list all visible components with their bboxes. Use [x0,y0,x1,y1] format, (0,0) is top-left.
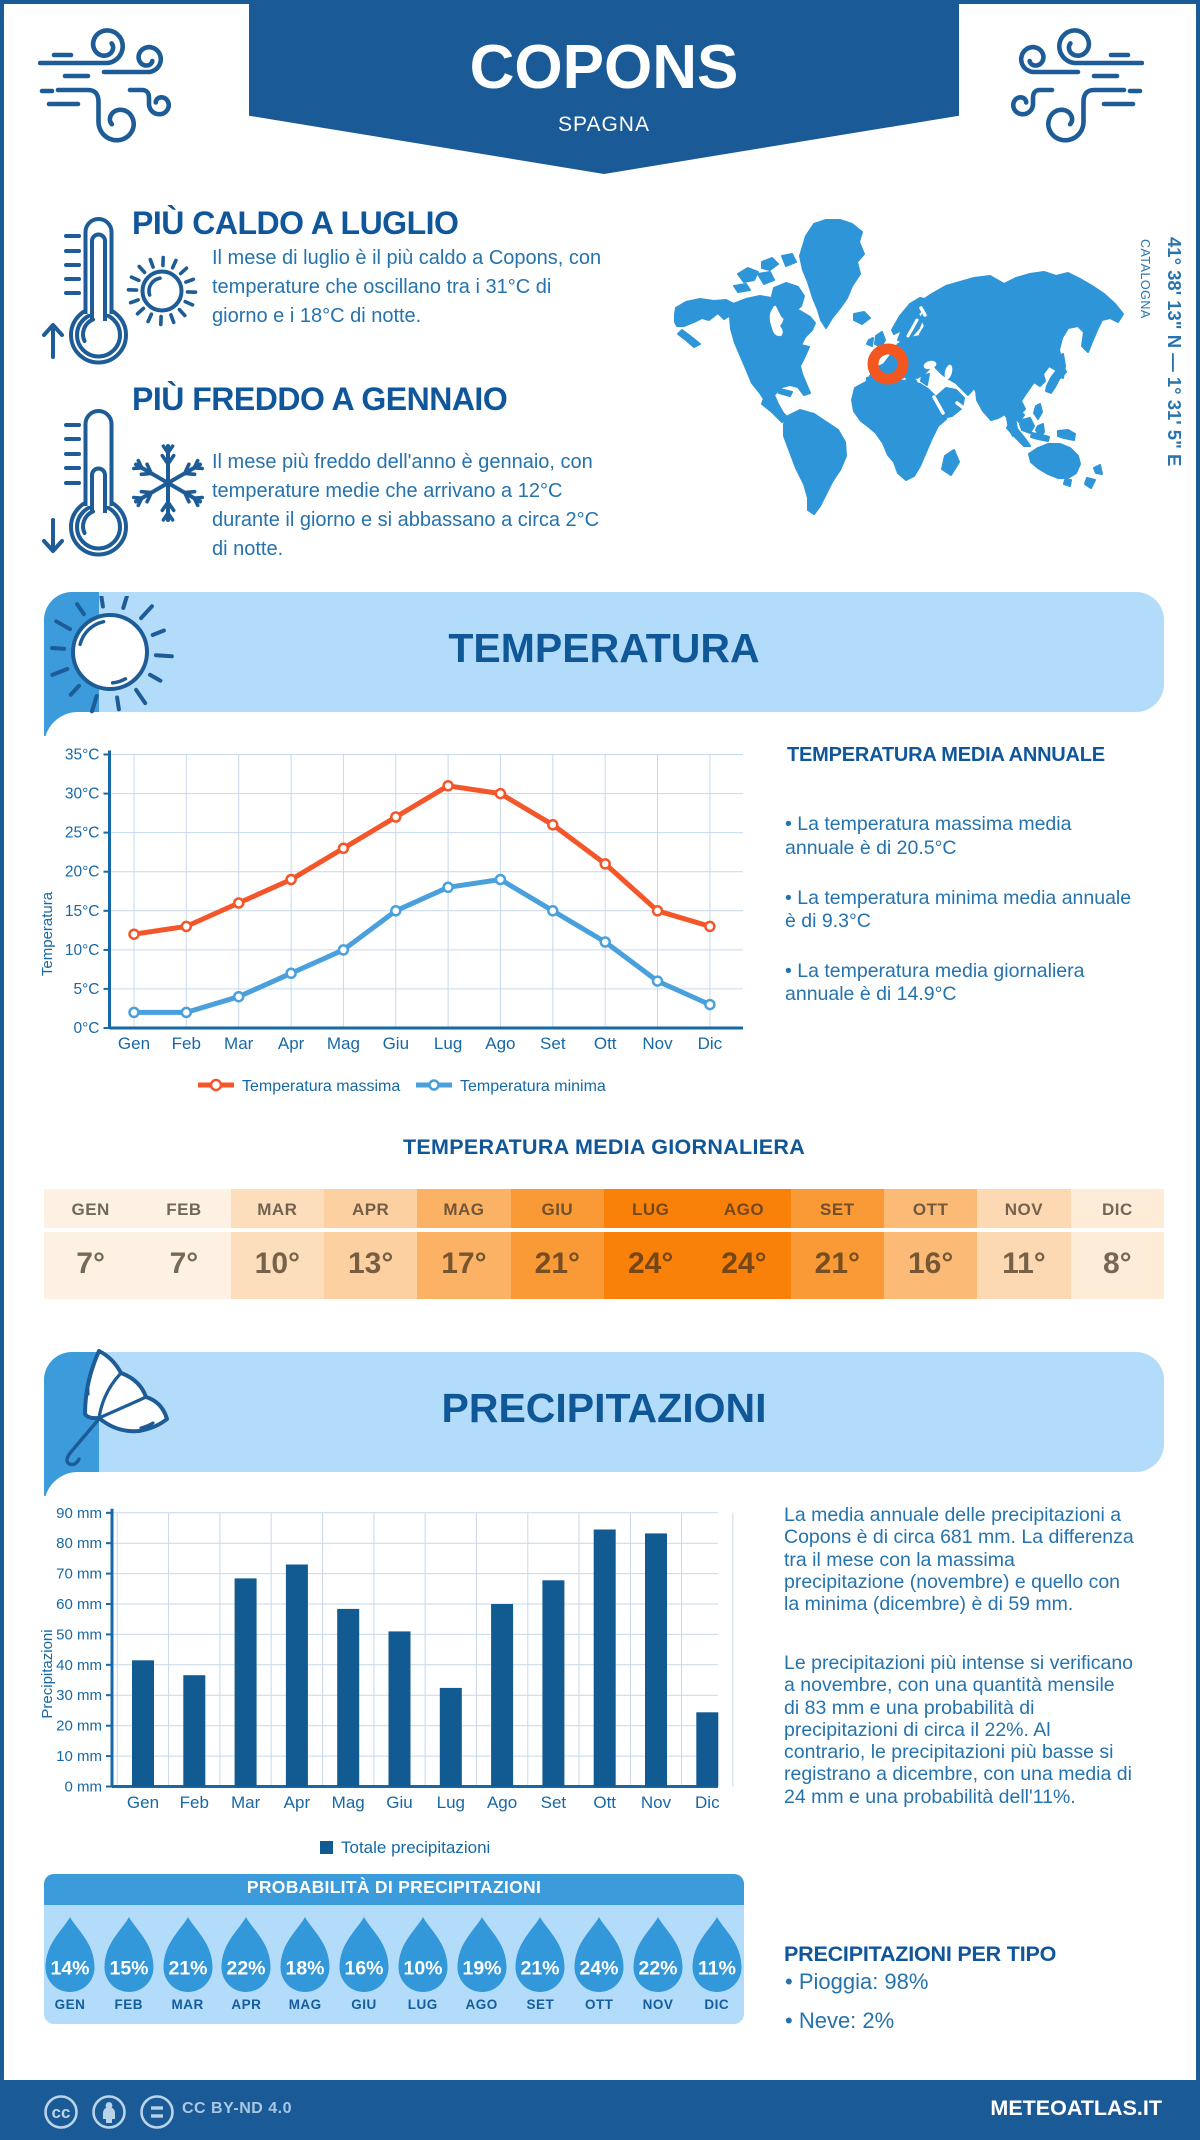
svg-text:30 mm: 30 mm [56,1687,102,1704]
svg-text:Nov: Nov [642,1034,673,1053]
svg-text:Precipitazioni: Precipitazioni [39,1629,56,1718]
svg-text:Ott: Ott [593,1793,616,1812]
svg-text:Feb: Feb [180,1793,209,1812]
svg-text:Apr: Apr [284,1793,311,1812]
svg-text:Lug: Lug [437,1793,465,1812]
svg-text:0 mm: 0 mm [65,1779,103,1796]
svg-text:Gen: Gen [118,1034,150,1053]
svg-text:24%: 24% [580,1958,619,1980]
svg-text:Lug: Lug [434,1034,462,1053]
svg-text:Temperatura: Temperatura [39,891,56,976]
svg-text:15°C: 15°C [65,903,100,920]
svg-text:Mar: Mar [231,1793,261,1812]
svg-text:Gen: Gen [127,1793,159,1812]
svg-text:Set: Set [540,1034,566,1053]
svg-text:14%: 14% [50,1958,89,1980]
svg-text:Nov: Nov [641,1793,672,1812]
svg-text:21%: 21% [521,1958,560,1980]
svg-text:Mar: Mar [224,1034,254,1053]
svg-text:80 mm: 80 mm [56,1535,102,1552]
svg-text:70 mm: 70 mm [56,1566,102,1583]
svg-text:Giu: Giu [383,1034,409,1053]
svg-text:40 mm: 40 mm [56,1657,102,1674]
svg-text:16%: 16% [344,1958,383,1980]
svg-text:60 mm: 60 mm [56,1596,102,1613]
svg-text:Ott: Ott [594,1034,617,1053]
svg-text:Dic: Dic [698,1034,723,1053]
svg-text:Mag: Mag [332,1793,365,1812]
svg-text:50 mm: 50 mm [56,1626,102,1643]
svg-text:Temperatura massima: Temperatura massima [242,1078,400,1095]
svg-text:90 mm: 90 mm [56,1505,102,1522]
svg-text:35°C: 35°C [65,747,100,764]
svg-text:Dic: Dic [695,1793,720,1812]
svg-text:20°C: 20°C [65,864,100,881]
svg-text:10°C: 10°C [65,942,100,959]
svg-text:Temperatura minima: Temperatura minima [460,1078,606,1095]
svg-text:10%: 10% [403,1958,442,1980]
svg-text:19%: 19% [462,1958,501,1980]
svg-text:20 mm: 20 mm [56,1718,102,1735]
svg-text:21%: 21% [168,1958,207,1980]
svg-text:Apr: Apr [278,1034,305,1053]
svg-text:Totale precipitazioni: Totale precipitazioni [341,1838,490,1857]
svg-text:Ago: Ago [487,1793,517,1812]
svg-text:0°C: 0°C [73,1020,99,1037]
svg-text:22%: 22% [638,1958,677,1980]
svg-text:18%: 18% [286,1958,325,1980]
svg-text:Set: Set [541,1793,567,1812]
svg-text:Giu: Giu [386,1793,412,1812]
svg-text:30°C: 30°C [65,786,100,803]
svg-text:5°C: 5°C [73,981,99,998]
svg-text:11%: 11% [698,1958,736,1980]
svg-text:cc: cc [52,2103,71,2122]
svg-text:Ago: Ago [485,1034,515,1053]
svg-text:25°C: 25°C [65,825,100,842]
svg-text:Feb: Feb [172,1034,201,1053]
svg-text:22%: 22% [227,1958,266,1980]
svg-text:15%: 15% [109,1958,148,1980]
svg-text:10 mm: 10 mm [56,1748,102,1765]
svg-text:Mag: Mag [327,1034,360,1053]
